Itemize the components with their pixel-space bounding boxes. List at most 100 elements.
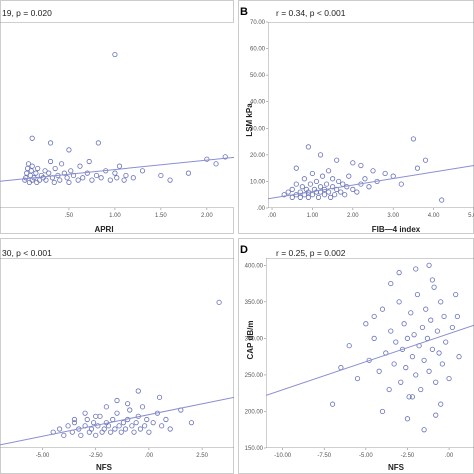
panel-d-letter: D [240, 244, 248, 256]
panel-b-data-point [325, 189, 332, 195]
panel-a-data-point [84, 170, 90, 176]
panel-d-data-point [418, 386, 424, 393]
panel-d-data-point [431, 284, 437, 290]
panel-a-data-point [43, 177, 49, 183]
panel-d-data-point [371, 335, 377, 341]
panel-c-data-point [127, 407, 133, 413]
panel-c-data-point [93, 413, 99, 419]
panel-d: -10.00 -7.50 -5.00 -2.50 .00 150.00 200.00 250.… [238, 238, 474, 474]
panel-b-data-point [321, 192, 328, 198]
panel-b-x-axis-label: FIB—4 index [372, 225, 421, 234]
panel-b-data-point [317, 184, 324, 190]
panel-a-plot-area [0, 22, 234, 208]
panel-d-data-point [396, 270, 402, 276]
panel-c-data-point [129, 423, 135, 429]
panel-b-data-point [370, 168, 376, 174]
panel-d-data-point [454, 313, 460, 320]
panel-c-data-point [120, 420, 126, 426]
panel-d-data-point [423, 306, 429, 312]
panel-c-points [50, 299, 222, 438]
panel-c-data-point [137, 426, 143, 432]
panel-b-data-point [301, 176, 307, 182]
panel-c-x-tick-label: -2.50 [89, 453, 103, 459]
panel-d-y-tick-label: 300.00 [245, 336, 264, 342]
panel-b-data-point [330, 176, 336, 182]
panel-a-points [22, 51, 228, 186]
panel-a-data-point [36, 177, 43, 183]
panel-d-data-point [426, 262, 432, 268]
panel-a-data-point [29, 135, 35, 141]
panel-c-data-point [188, 420, 195, 426]
panel-a-x-axis-label: APRI [94, 225, 113, 234]
panel-b-data-point [309, 170, 316, 177]
panel-b-data-point [334, 157, 340, 163]
panel-a-data-point [93, 172, 100, 179]
panel-d-fit-line [266, 324, 474, 396]
panel-d-data-point [396, 299, 402, 305]
panel-a-data-point [61, 170, 67, 176]
panel-c-data-point [116, 423, 122, 429]
panel-d-y-tick-label: 150.00 [245, 446, 264, 452]
panel-a-data-point [98, 175, 104, 181]
panel-a-data-point [77, 163, 83, 169]
panel-a-data-point [27, 172, 33, 179]
panel-d-data-point [354, 375, 361, 382]
panel-c-data-point [135, 388, 141, 394]
panel-c-data-point [56, 426, 63, 432]
panel-d-data-point [446, 375, 452, 382]
panel-b-data-point [336, 178, 342, 185]
panel-c-data-point [122, 426, 129, 432]
panel-b-data-point [398, 181, 404, 187]
panel-a-data-point [213, 161, 219, 167]
panel-c-data-point [163, 416, 169, 423]
panel-d-stat-text: r = 0.25, p = 0.002 [276, 248, 346, 258]
panel-c-plot-area [0, 258, 234, 448]
panel-b-x-tick-label: 2.00 [347, 213, 359, 219]
panel-d-data-point [428, 317, 434, 323]
panel-d-x-tick-label: -10.00 [274, 453, 292, 459]
panel-a-data-point [51, 179, 57, 186]
panel-d-y-tick-label: 400.00 [245, 263, 264, 269]
panel-d-x-tick-label: -2.50 [401, 453, 415, 459]
panel-d-data-point [391, 361, 397, 367]
panel-d-data-point [401, 321, 407, 327]
panel-d-data-point [329, 401, 336, 407]
panel-b-data-point [346, 173, 352, 179]
panel-a-data-point [121, 177, 127, 183]
panel-d-data-point [426, 368, 432, 374]
panel-a-data-point [158, 172, 164, 179]
panel-d-data-point [406, 394, 412, 400]
panel-b-data-point [338, 189, 344, 195]
panel-d-x-axis-label: NFS [388, 463, 405, 472]
panel-d-data-point [414, 291, 421, 298]
panel-a-data-point [66, 147, 72, 153]
panel-c-stat-text: 30, p < 0.001 [2, 248, 52, 258]
panel-b-y-tick-label: 50.00 [250, 73, 266, 79]
panel-c-data-point [167, 426, 173, 432]
panel-a-data-point [70, 172, 77, 179]
panel-b-data-point [325, 168, 332, 174]
panel-a-data-point [52, 165, 58, 172]
panel-c-x-axis-label: NFS [96, 463, 113, 472]
panel-d-data-point [436, 350, 442, 356]
panel-d-data-point [411, 332, 417, 338]
panel-c-data-point [91, 420, 97, 426]
panel-b-data-point [382, 170, 388, 177]
panel-b-data-point [285, 189, 291, 195]
panel-a-data-point [204, 156, 210, 162]
panel-d-data-point [439, 361, 445, 367]
panel-c-data-point [125, 401, 131, 407]
panel-b-x-tick-label: 3.00 [387, 213, 399, 219]
panel-b-data-point [313, 178, 320, 185]
panel-a-data-point [80, 175, 86, 181]
panel-d-data-point [376, 368, 382, 374]
panel-b: .00 1.00 2.00 3.00 4.00 5.00 .00 10.00 20.00 30.0… [238, 0, 474, 234]
panel-c-data-point [216, 299, 222, 305]
panel-b-data-point [309, 192, 316, 198]
panel-b-y-tick-label: 20.00 [250, 153, 266, 159]
panel-a-data-point [57, 177, 63, 183]
panel-c-data-point [93, 432, 99, 438]
panel-d-data-point [434, 328, 440, 334]
panel-c-x-tick-label: .00 [145, 453, 154, 459]
